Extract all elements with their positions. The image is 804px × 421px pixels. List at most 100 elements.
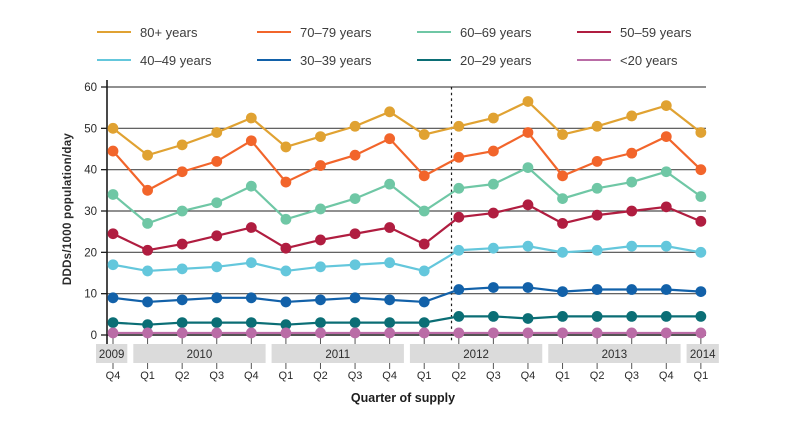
data-point-30-39-years xyxy=(211,292,223,304)
data-point-30-39-years xyxy=(142,296,153,308)
data-point-40-49-years xyxy=(695,246,707,258)
series-line-40-49-years xyxy=(112,245,702,273)
data-point-30-39-years xyxy=(315,294,326,306)
data-point-20-years xyxy=(176,327,188,339)
y-tick-label: 10 xyxy=(84,289,97,301)
data-point-80-years xyxy=(107,122,119,134)
data-point-70-79-years xyxy=(660,131,672,143)
data-point-20-29-years xyxy=(315,317,326,328)
series-line-60-69-years xyxy=(112,166,702,225)
data-point-50-59-years xyxy=(695,215,707,227)
data-point-70-79-years xyxy=(453,151,465,163)
quarter-label: Q1 xyxy=(555,370,570,382)
data-point-20-29-years xyxy=(176,317,188,328)
data-point-50-59-years xyxy=(349,228,361,240)
data-point-50-59-years xyxy=(315,234,326,246)
quarter-label: Q3 xyxy=(624,370,639,382)
data-point-60-69-years xyxy=(626,176,638,188)
year-band xyxy=(686,344,719,363)
data-point-40-49-years xyxy=(176,263,188,275)
data-point-20-years xyxy=(453,327,465,339)
legend-swatch-icon xyxy=(97,58,131,62)
series-line-50-59-years xyxy=(112,203,702,252)
year-band-label: 2014 xyxy=(690,349,716,361)
data-point-20-29-years xyxy=(626,311,638,322)
series-line-30-39-years xyxy=(112,286,701,304)
data-point-60-69-years xyxy=(695,191,707,202)
data-point-40-49-years xyxy=(315,261,326,273)
data-point-60-69-years xyxy=(349,193,361,205)
legend-swatch-icon xyxy=(97,30,131,34)
data-point-50-59-years xyxy=(453,211,465,223)
legend-swatch-icon xyxy=(577,58,611,62)
data-point-80-years xyxy=(245,112,257,124)
data-point-30-39-years xyxy=(107,292,119,304)
data-point-20-29-years xyxy=(660,311,672,322)
quarter-label: Q1 xyxy=(694,370,709,382)
quarter-label: Q2 xyxy=(451,370,466,382)
data-point-40-49-years xyxy=(591,244,603,256)
quarter-label: Q3 xyxy=(486,370,501,382)
data-point-20-years xyxy=(280,327,292,339)
quarter-label: Q3 xyxy=(348,370,363,382)
data-point-20-29-years xyxy=(695,311,707,322)
data-point-60-69-years xyxy=(384,178,396,190)
data-point-70-79-years xyxy=(522,127,534,138)
data-point-40-49-years xyxy=(107,259,119,271)
legend-swatch-icon xyxy=(577,30,611,34)
legend-swatch-icon xyxy=(257,30,291,34)
data-point-70-79-years xyxy=(418,170,430,182)
year-band-label: 2009 xyxy=(99,349,125,361)
legend-item-80-years: 80+ years xyxy=(97,24,197,40)
legend-item-20-29-years: 20–29 years xyxy=(417,52,532,68)
data-point-60-69-years xyxy=(107,189,119,200)
legend-item-20-years: <20 years xyxy=(577,52,677,68)
data-point-20-29-years xyxy=(487,311,499,322)
data-point-80-years xyxy=(315,131,326,143)
legend-swatch-icon xyxy=(417,58,451,62)
data-point-20-29-years xyxy=(142,319,153,331)
data-point-30-39-years xyxy=(176,294,188,306)
data-point-50-59-years xyxy=(660,201,672,213)
legend-label: 40–49 years xyxy=(140,52,212,68)
data-point-40-49-years xyxy=(211,261,223,273)
data-point-80-years xyxy=(522,96,534,107)
data-point-30-39-years xyxy=(418,296,430,308)
data-point-50-59-years xyxy=(245,222,257,233)
data-point-50-59-years xyxy=(211,230,223,242)
legend-label: 30–39 years xyxy=(300,52,372,68)
data-point-80-years xyxy=(453,120,465,132)
data-point-30-39-years xyxy=(557,286,568,297)
data-point-70-79-years xyxy=(695,164,707,176)
data-point-30-39-years xyxy=(384,294,396,306)
legend-label: <20 years xyxy=(620,52,678,68)
legend-swatch-icon xyxy=(257,58,291,62)
year-band-label: 2012 xyxy=(463,349,489,361)
data-point-80-years xyxy=(349,120,361,132)
data-point-20-29-years xyxy=(349,317,361,328)
data-point-50-59-years xyxy=(591,209,603,221)
data-point-80-years xyxy=(384,106,396,118)
year-band-label: 2011 xyxy=(325,349,350,361)
quarter-label: Q3 xyxy=(209,370,224,382)
x-axis-title: Quarter of supply xyxy=(350,391,456,405)
data-point-70-79-years xyxy=(626,147,638,159)
data-point-80-years xyxy=(557,129,568,140)
data-point-80-years xyxy=(591,120,603,132)
data-point-80-years xyxy=(487,112,499,124)
data-point-40-49-years xyxy=(245,257,257,269)
data-point-20-years xyxy=(384,327,396,339)
legend-label: 70–79 years xyxy=(300,24,372,40)
data-point-70-79-years xyxy=(591,156,603,167)
quarter-label: Q4 xyxy=(244,370,259,382)
data-point-40-49-years xyxy=(349,259,361,271)
legend-label: 20–29 years xyxy=(460,52,532,68)
year-band-label: 2010 xyxy=(187,349,213,361)
y-tick-label: 20 xyxy=(84,247,97,259)
data-point-80-years xyxy=(280,141,292,153)
data-point-80-years xyxy=(660,100,672,111)
y-tick-label: 60 xyxy=(84,82,97,94)
data-point-30-39-years xyxy=(245,292,257,304)
